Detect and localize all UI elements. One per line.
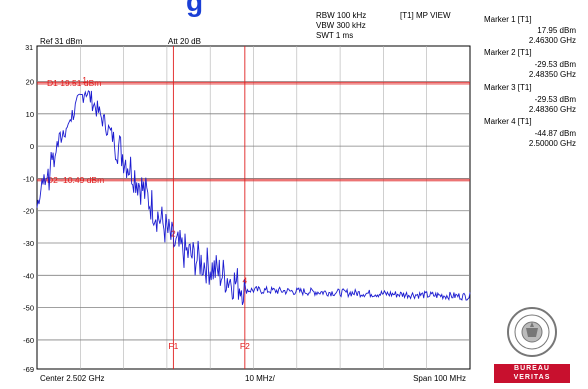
marker-4-freq: 2.50000 GHz [528,139,576,148]
marker-3-label: Marker 3 [T1] [484,83,532,92]
y-tick-label: -50 [23,304,34,313]
y-axis-ticks: 20 10 0 -10 -20 -30 -40 -50 -60 -69 [23,78,34,374]
y-tick-label: 0 [30,142,34,151]
marker-tag-4: 4 [242,275,247,285]
attenuation-label: Att 20 dB [168,37,201,46]
y-tick-label: -20 [23,207,34,216]
sweep-time-label: SWT 1 ms [316,31,354,40]
marker-tag-1: 1 [82,75,87,85]
vbw-label: VBW 300 kHz [316,21,366,30]
freq-line-label-F2: F2 [240,341,250,351]
marker-4-label: Marker 4 [T1] [484,117,532,126]
bureau-veritas-seal-logo [507,307,557,357]
division-label: 10 MHz/ [245,374,276,383]
marker-3-level: -29.53 dBm [534,95,576,104]
y-tick-label: -40 [23,271,34,280]
y-tick-label: -10 [23,174,34,183]
center-frequency-label: Center 2.502 GHz [40,374,104,383]
marker-1-freq: 2.46300 GHz [528,36,576,45]
marker-1-level: 17.95 dBm [537,26,576,35]
y-tick-label: -69 [23,365,34,374]
marker-tag-2: 2 [171,229,176,239]
marker-2-level: -29.53 dBm [534,60,576,69]
trace-mode-label: [T1] MP VIEW [400,11,451,20]
marker-tags: 1 2 4 [82,75,247,285]
plot-grid [37,46,470,369]
marker-4-level: -44.87 dBm [534,129,576,138]
spectrum-trace [36,90,471,306]
marker-2-freq: 2.48350 GHz [528,70,576,79]
marker-3-freq: 2.48360 GHz [528,105,576,114]
display-line-label-2: D2 -10.49 dBm [47,175,104,185]
y-tick-label: 10 [26,110,34,119]
span-label: Span 100 MHz [413,374,466,383]
marker-2-label: Marker 2 [T1] [484,48,532,57]
ref-top-label: 31 [25,45,33,52]
y-tick-label: -60 [23,336,34,345]
display-line-label-1: D1 19.51 dBm [47,78,101,88]
title-fragment: g [186,0,204,17]
bureau-veritas-badge-logo: BUREAU VERITAS [494,364,570,383]
freq-line-label-F1: F1 [168,341,178,351]
rbw-label: RBW 100 kHz [316,11,367,20]
display-lines: D1 19.51 dBm D2 -10.49 dBm [37,78,470,185]
y-tick-label: -30 [23,239,34,248]
frequency-lines: F1 F2 [168,46,250,369]
badge-line-2: VERITAS [513,374,551,381]
badge-line-1: BUREAU [514,365,550,372]
ref-level-label: Ref 31 dBm [40,37,83,46]
y-tick-label: 20 [26,78,34,87]
marker-1-label: Marker 1 [T1] [484,15,532,24]
